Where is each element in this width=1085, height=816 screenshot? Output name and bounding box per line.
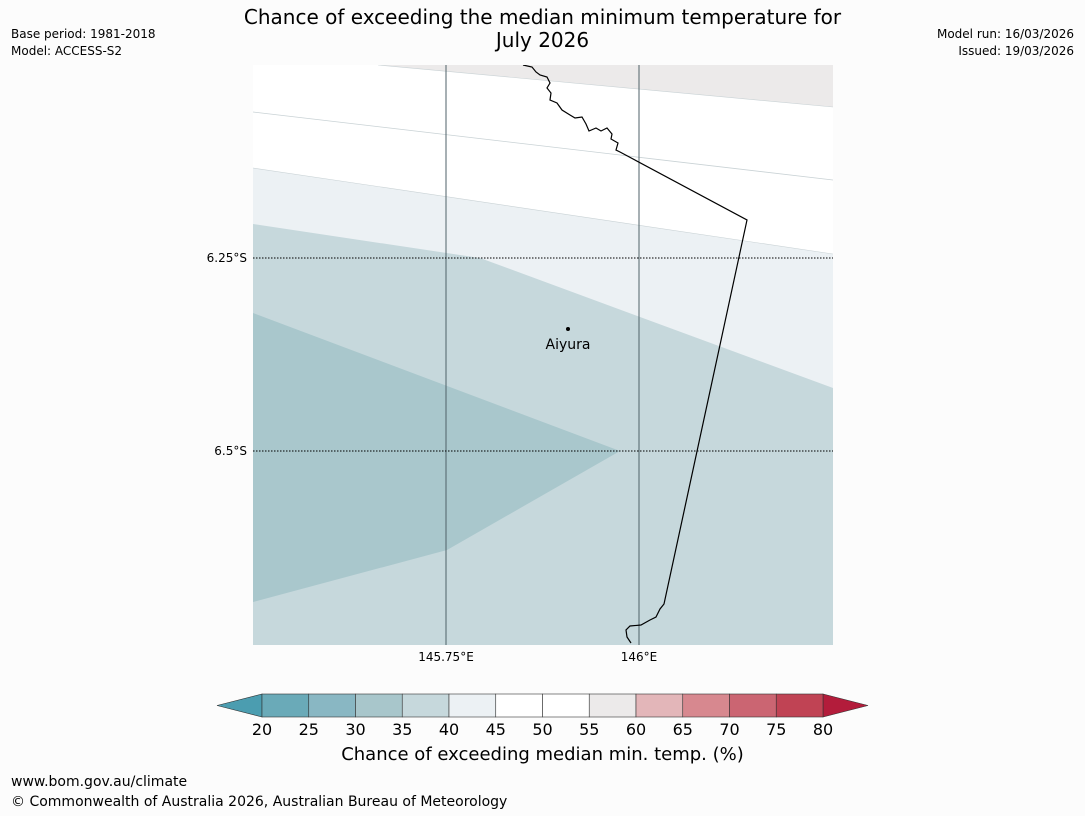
colorbar-segment [635, 693, 684, 718]
title-line-1: Chance of exceeding the median minimum t… [243, 5, 842, 29]
title-line-2: July 2026 [495, 28, 590, 52]
colorbar: 20 25 30 35 40 45 50 55 60 65 70 75 80 [216, 693, 869, 739]
colorbar-segment [401, 693, 450, 718]
colorbar-tick-label: 35 [392, 720, 412, 739]
colorbar-tick-label: 45 [486, 720, 506, 739]
lat-label-6-5: 6.5°S [214, 444, 247, 458]
colorbar-tick-label: 75 [766, 720, 786, 739]
colorbar-tick-label: 65 [673, 720, 693, 739]
lon-label-146: 146°E [621, 650, 658, 664]
colorbar-under-arrow [216, 693, 263, 718]
lon-label-145-75: 145.75°E [418, 650, 474, 664]
colorbar-tick-label: 55 [579, 720, 599, 739]
colorbar-segment [542, 693, 590, 718]
colorbar-segment [775, 693, 824, 718]
meta-left: Base period: 1981-2018 Model: ACCESS-S2 [11, 26, 156, 60]
aiyura-marker [566, 327, 570, 331]
base-period: Base period: 1981-2018 [11, 27, 156, 41]
colorbar-segment [261, 693, 310, 718]
issued-date: Issued: 19/03/2026 [958, 44, 1074, 58]
colorbar-segment [729, 693, 777, 718]
colorbar-segment [355, 693, 403, 718]
map-title: Chance of exceeding the median minimum t… [0, 6, 1085, 52]
coastline [522, 65, 748, 644]
footer-copyright: © Commonwealth of Australia 2026, Austra… [11, 794, 508, 810]
colorbar-tick-label: 25 [299, 720, 319, 739]
colorbar-tick-label: 20 [252, 720, 272, 739]
band-30-35 [253, 313, 620, 602]
contour-line [253, 111, 833, 181]
colorbar-tick-label: 30 [345, 720, 365, 739]
colorbar-segment [308, 693, 356, 718]
colorbar-tick-label: 40 [439, 720, 459, 739]
contour-line [253, 167, 833, 255]
footer-url: www.bom.gov.au/climate [11, 774, 188, 790]
colorbar-tick-label: 60 [626, 720, 646, 739]
colorbar-segment [588, 693, 637, 718]
colorbar-segment [495, 693, 543, 718]
model-run: Model run: 16/03/2026 [936, 27, 1074, 41]
colorbar-tick-label: 80 [813, 720, 833, 739]
colorbar-segment [682, 693, 730, 718]
meta-right: Model run: 16/03/2026 Issued: 19/03/2026 [937, 26, 1074, 60]
model-name: Model: ACCESS-S2 [11, 44, 123, 58]
colorbar-over-arrow [822, 693, 869, 718]
contour-line [377, 65, 833, 108]
map-area [253, 65, 833, 645]
colorbar-label: Chance of exceeding median min. temp. (%… [341, 744, 744, 765]
aiyura-label: Aiyura [546, 337, 591, 353]
colorbar-tick-label: 70 [719, 720, 739, 739]
colorbar-tick-label: 50 [532, 720, 552, 739]
lat-label-6-25: 6.25°S [207, 251, 247, 265]
colorbar-segment [448, 693, 497, 718]
